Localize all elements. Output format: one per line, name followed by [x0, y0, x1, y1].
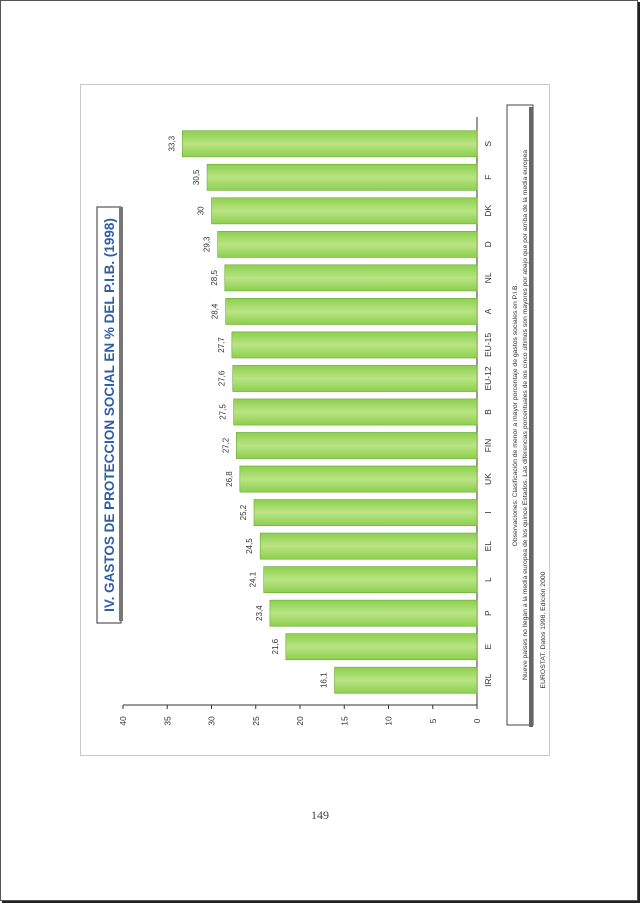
- bar-value-label: 28,5: [210, 270, 219, 286]
- chart-title-shadow: [119, 207, 123, 621]
- source-note: EUROSTAT. Datos 1998. Edición 2000: [540, 571, 547, 688]
- bar-value-label: 30: [197, 206, 206, 215]
- x-tick-label: 15: [339, 716, 349, 726]
- category-label: P: [483, 610, 493, 616]
- category-label: FIN: [483, 439, 493, 453]
- chart-title: IV. GASTOS DE PROTECCION SOCIAL EN % DEL…: [102, 218, 117, 612]
- category-label: EL: [483, 541, 493, 552]
- bar-value-label: 33,3: [167, 135, 176, 151]
- category-label: NL: [483, 272, 493, 283]
- category-label: F: [483, 175, 493, 180]
- notes-line-1: Observaciones: Clasificación de menor a …: [512, 283, 519, 546]
- category-label: IRL: [483, 673, 493, 687]
- bar: [263, 566, 478, 594]
- x-tick-label: 30: [207, 716, 217, 726]
- bar: [233, 398, 478, 426]
- category-label: L: [483, 577, 493, 582]
- x-tick-label: 40: [118, 716, 128, 726]
- x-tick-label: 5: [428, 718, 438, 723]
- bar: [224, 264, 478, 292]
- category-label: E: [483, 644, 493, 650]
- bar-value-label: 24,1: [249, 571, 258, 587]
- category-label: EU-15: [483, 333, 493, 357]
- bar: [239, 465, 478, 493]
- notes-box-shadow: [529, 107, 533, 727]
- x-tick-label: 25: [251, 716, 261, 726]
- bar-value-label: 16,1: [320, 672, 329, 688]
- notes-line-2: Nueve países no llegan a la media europe…: [522, 150, 529, 680]
- chart-title-group: IV. GASTOS DE PROTECCION SOCIAL EN % DEL…: [96, 206, 123, 624]
- category-label: A: [483, 308, 493, 314]
- bar: [269, 599, 478, 627]
- bar: [285, 633, 478, 661]
- category-label: D: [483, 241, 493, 247]
- page-number: 149: [311, 808, 329, 822]
- bar: [235, 432, 478, 459]
- bar-value-label: 30,5: [192, 169, 201, 185]
- bar: [259, 532, 478, 560]
- bars-layer: 33,3 S 30,5 F 30 DK 29,3 D 28,5 NL 28,4 A 27,7 EU-15 2…: [167, 130, 493, 694]
- chart-panel: IV. GASTOS DE PROTECCION SOCIAL EN % DEL…: [80, 84, 550, 756]
- category-label: DK: [483, 205, 493, 217]
- bar-value-label: 28,4: [211, 303, 220, 319]
- bar-value-label: 24,5: [245, 538, 254, 554]
- category-label: B: [483, 409, 493, 415]
- x-tick-label: 10: [384, 716, 394, 726]
- bar: [206, 163, 478, 191]
- bar: [181, 130, 478, 158]
- bar: [232, 365, 478, 392]
- bar: [225, 298, 478, 325]
- category-label: S: [483, 141, 493, 147]
- bar: [253, 499, 478, 526]
- bar-value-label: 25,2: [239, 504, 248, 520]
- bar-value-label: 29,3: [203, 236, 212, 252]
- bar-value-label: 27,6: [218, 370, 227, 386]
- x-tick-label: 0: [472, 718, 482, 723]
- bar: [231, 331, 478, 359]
- bar-value-label: 27,7: [217, 337, 226, 353]
- x-tick-label: 20: [295, 716, 305, 726]
- bar-value-label: 27,5: [219, 404, 228, 420]
- bar-chart: IV. GASTOS DE PROTECCION SOCIAL EN % DEL…: [96, 104, 547, 727]
- category-label: EU-12: [483, 366, 493, 390]
- category-label: I: [483, 511, 493, 513]
- bar-value-label: 26,8: [225, 471, 234, 487]
- x-tick-label: 35: [162, 716, 172, 726]
- bar: [334, 666, 478, 694]
- category-label: UK: [483, 473, 493, 485]
- bar: [211, 197, 478, 225]
- bar-value-label: 23,4: [255, 605, 264, 621]
- bar-value-label: 27,2: [221, 437, 230, 453]
- bar: [217, 230, 478, 258]
- bar-value-label: 21,6: [271, 638, 280, 654]
